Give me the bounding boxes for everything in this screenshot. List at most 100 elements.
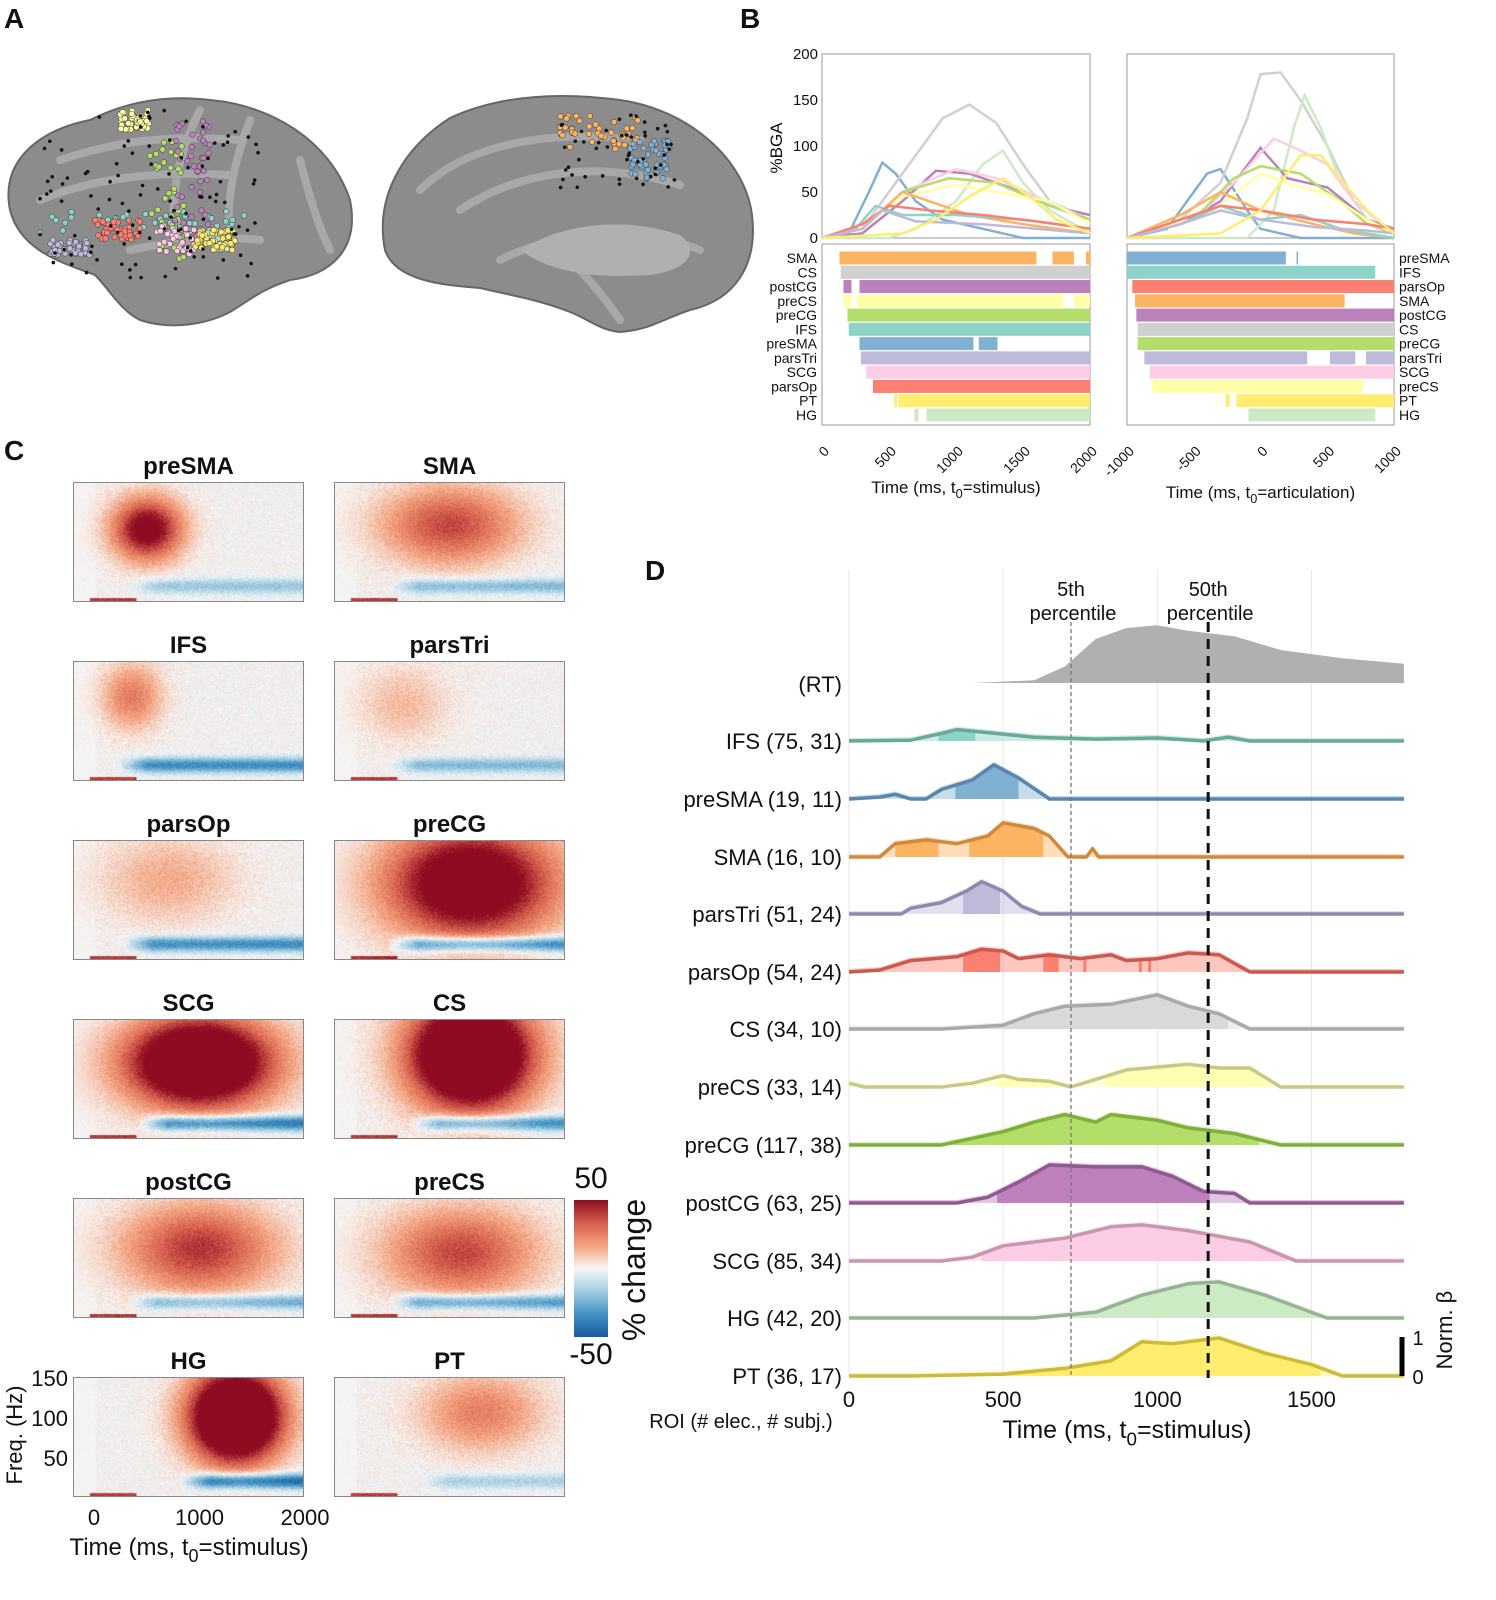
electrode-dot bbox=[200, 137, 207, 144]
electrode-dot bbox=[190, 226, 197, 233]
electrode-dot bbox=[143, 118, 150, 125]
electrode-dot bbox=[566, 165, 571, 170]
y-tick-label: 50 bbox=[801, 184, 818, 201]
electrode-dot bbox=[598, 132, 605, 139]
electrode-dot bbox=[199, 232, 206, 239]
electrode-dot bbox=[665, 129, 670, 134]
electrode-dot bbox=[562, 124, 569, 131]
panel-a-brains bbox=[7, 95, 754, 334]
electrode-dot bbox=[227, 240, 234, 247]
bar-label: preCS bbox=[777, 293, 817, 309]
x-axis-label: Time (ms, t0=stimulus) bbox=[69, 1534, 308, 1566]
x-axis-label-part: 0 bbox=[956, 486, 963, 501]
significant-fill bbox=[1104, 1064, 1272, 1087]
roi-label: SMA (16, 10) bbox=[714, 845, 842, 870]
electrode-dot bbox=[122, 242, 126, 246]
electrode-dot bbox=[121, 228, 128, 235]
significance-bar-HG bbox=[926, 408, 1090, 422]
electrode-dot bbox=[208, 195, 212, 200]
bar-label: CS bbox=[1399, 321, 1418, 337]
significance-bar-SMA bbox=[1135, 294, 1345, 308]
electrode-dot bbox=[644, 151, 652, 158]
x-axis-label: Time (ms, t0=stimulus) bbox=[1002, 1416, 1251, 1450]
electrode-dot bbox=[561, 177, 565, 182]
bar-label: HG bbox=[1399, 407, 1420, 423]
x-axis-label: Time (ms, t0=articulation) bbox=[1166, 483, 1355, 506]
significance-bar-SMA bbox=[839, 251, 1037, 265]
electrode-dot bbox=[237, 224, 241, 229]
y-axis-label: %BGA bbox=[767, 122, 786, 174]
x-axis-label-part: Time (ms, t bbox=[1166, 483, 1251, 502]
electrode-dot bbox=[577, 157, 581, 162]
electrode-dot bbox=[636, 159, 640, 164]
x-tick-label: 500 bbox=[985, 1387, 1022, 1412]
sulcus bbox=[36, 169, 234, 204]
electrode-dot bbox=[162, 195, 169, 202]
electrode-dot bbox=[155, 187, 160, 191]
electrode-dot bbox=[188, 249, 193, 253]
electrode-dot bbox=[199, 195, 204, 199]
electrode-dot bbox=[136, 218, 143, 225]
electrode-dot bbox=[188, 144, 195, 151]
electrode-dot bbox=[69, 253, 73, 257]
ci-band-0 bbox=[849, 726, 1404, 741]
electrode-dot bbox=[153, 150, 160, 158]
roi-label: SCG (85, 34) bbox=[712, 1249, 842, 1274]
electrode-dot bbox=[174, 148, 181, 155]
significance-bar-IFS bbox=[1127, 265, 1376, 279]
electrode-dot bbox=[171, 208, 176, 213]
x-tick-label: 0 bbox=[1254, 443, 1271, 460]
percentile-label: percentile bbox=[1167, 603, 1254, 625]
electrode-dot bbox=[194, 237, 201, 244]
electrode-dot bbox=[178, 143, 185, 150]
electrode-dot bbox=[160, 139, 167, 146]
electrode-dot bbox=[632, 171, 639, 178]
bar-label: PT bbox=[799, 393, 817, 409]
electrode-dot bbox=[625, 157, 629, 162]
electrode-dot bbox=[194, 168, 201, 175]
electrode-dot bbox=[65, 176, 70, 180]
heatmap-HG bbox=[73, 1377, 304, 1497]
bga-line-PT bbox=[1126, 153, 1395, 240]
electrode-dot bbox=[643, 134, 648, 138]
electrode-dot bbox=[253, 221, 257, 225]
electrode-dot bbox=[173, 266, 178, 271]
bar-label: SMA bbox=[1399, 293, 1430, 309]
electrode-dot bbox=[104, 229, 111, 236]
electrode-dot bbox=[68, 208, 75, 215]
significance-bar-parsOp bbox=[872, 379, 1090, 393]
significance-bar-postCG bbox=[1136, 308, 1394, 322]
electrode-dot bbox=[146, 152, 154, 159]
significant-fill bbox=[895, 839, 939, 857]
electrode-dot bbox=[608, 129, 615, 136]
electrode-dot bbox=[117, 125, 124, 132]
electrode-dot bbox=[120, 262, 124, 267]
electrode-dot bbox=[567, 144, 574, 151]
electrode-dot bbox=[229, 246, 236, 254]
significance-bar-preSMA bbox=[1127, 251, 1286, 265]
electrode-dot bbox=[229, 227, 234, 232]
significance-bar-PT bbox=[898, 394, 1090, 408]
electrode-dot bbox=[94, 221, 101, 228]
significance-bar-preCS bbox=[1152, 379, 1364, 393]
electrode-dot bbox=[198, 207, 205, 214]
electrode-dot bbox=[629, 125, 636, 132]
electrode-dot bbox=[642, 161, 649, 168]
electrode-dot bbox=[160, 159, 167, 166]
electrode-dot bbox=[245, 274, 250, 278]
x-axis-label-part: =stimulus) bbox=[963, 478, 1041, 497]
electrode-dot bbox=[125, 217, 132, 224]
electrode-dot bbox=[90, 244, 94, 249]
electrode-dot bbox=[617, 117, 622, 122]
electrode-dot bbox=[108, 179, 112, 184]
electrode-dot bbox=[571, 130, 578, 137]
rt-label: (RT) bbox=[798, 672, 842, 697]
significance-bar-HG bbox=[1248, 408, 1376, 422]
significance-bar-parsTri bbox=[1329, 351, 1356, 365]
electrode-dot bbox=[70, 262, 74, 267]
electrode-dot bbox=[38, 196, 42, 201]
electrode-dot bbox=[221, 143, 226, 147]
electrode-dot bbox=[54, 241, 61, 248]
electrode-dot bbox=[130, 151, 135, 155]
x-axis-label-part: Time (ms, t bbox=[871, 478, 956, 497]
